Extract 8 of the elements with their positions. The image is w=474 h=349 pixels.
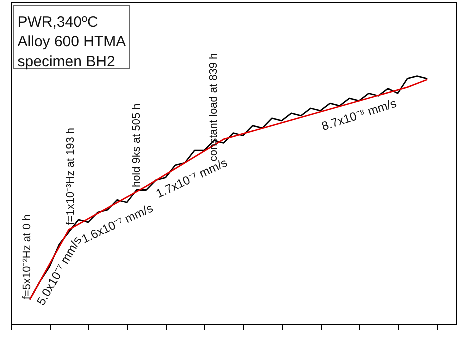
annotation: hold 9ks at 505 h (130, 104, 143, 188)
annotation: f=1x10⁻³Hz at 193 h (64, 128, 77, 226)
annotation: 8.7x10⁻⁸ mm/s (320, 96, 398, 134)
text: PWR,340ºC (18, 14, 98, 31)
annotation: constant load at 839 h (208, 53, 220, 162)
text: Alloy 600 HTMA (18, 34, 126, 51)
annotation: f=5x10⁻²Hz at 0 h (21, 214, 34, 300)
text: specimen BH2 (18, 53, 116, 70)
